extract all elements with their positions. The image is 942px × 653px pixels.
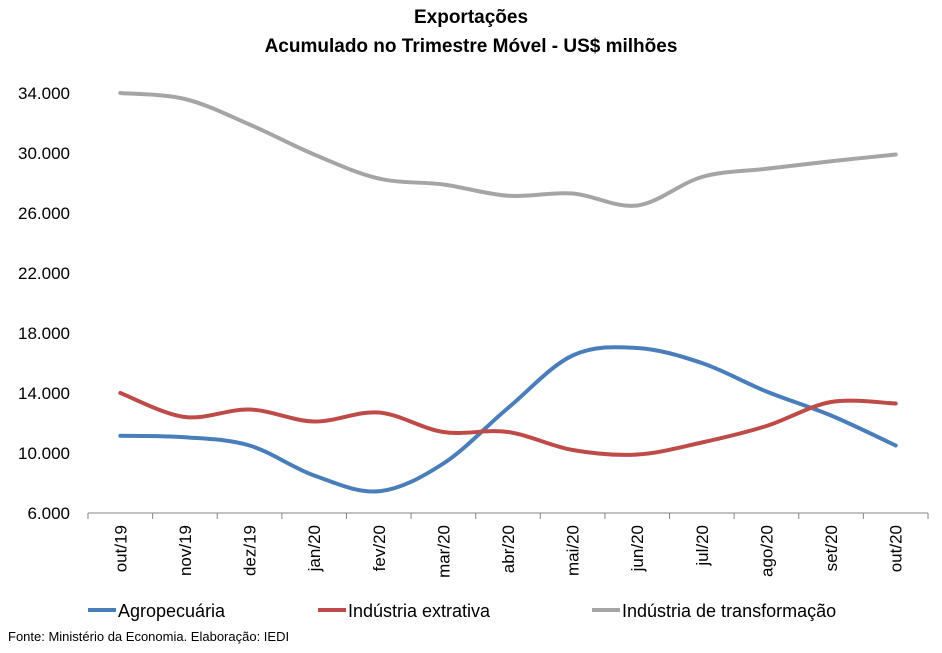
y-tick-label: 18.000 (18, 324, 70, 343)
x-tick-label: mai/20 (564, 525, 583, 576)
y-tick-label: 6.000 (27, 504, 70, 523)
source-note: Fonte: Ministério da Economia. Elaboraçã… (8, 629, 290, 644)
x-tick-label: fev/20 (370, 525, 389, 571)
y-tick-label: 10.000 (18, 444, 70, 463)
legend-label: Indústria de transformação (622, 601, 836, 621)
x-tick-label: out/20 (887, 525, 906, 572)
y-tick-label: 34.000 (18, 84, 70, 103)
y-tick-label: 14.000 (18, 384, 70, 403)
chart-subtitle: Acumulado no Trimestre Móvel - US$ milhõ… (264, 36, 678, 57)
x-tick-label: out/19 (111, 525, 130, 572)
x-tick-label: jan/20 (305, 525, 324, 572)
x-tick-label: abr/20 (499, 525, 518, 573)
x-tick-label: set/20 (822, 525, 841, 571)
legend-label: Indústria extrativa (348, 601, 491, 621)
x-tick-label: jun/20 (628, 525, 647, 572)
y-tick-label: 30.000 (18, 144, 70, 163)
x-tick-label: dez/19 (241, 525, 260, 576)
legend-label: Agropecuária (118, 601, 226, 621)
series-line-3 (118, 91, 898, 208)
x-tick-label: ago/20 (757, 525, 776, 577)
x-tick-label: jul/20 (693, 525, 712, 567)
x-tick-label: mar/20 (434, 525, 453, 578)
series-line-2 (118, 391, 898, 457)
series-line-1 (118, 345, 898, 494)
y-tick-label: 22.000 (18, 264, 70, 283)
x-tick-label: nov/19 (176, 525, 195, 576)
chart-title: Exportações (413, 7, 529, 28)
y-tick-label: 26.000 (18, 204, 70, 223)
